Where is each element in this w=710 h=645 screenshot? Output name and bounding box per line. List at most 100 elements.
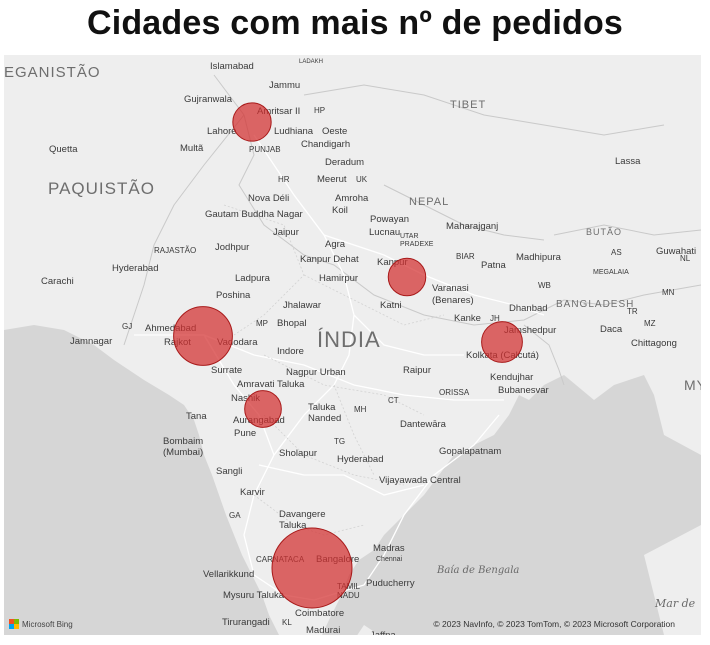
city-label: (Mumbai) [163, 447, 203, 458]
sea-labels: Baía de Bengala Mar de [436, 565, 696, 610]
city-label: Vellarikkund [203, 569, 254, 580]
city-label: Indore [277, 346, 304, 357]
city-label: Hyderabad [337, 454, 383, 465]
city-label: MZ [644, 319, 656, 328]
city-label: Powayan [370, 214, 409, 225]
borders [123, 74, 701, 386]
city-label: MN [662, 288, 675, 297]
city-label: Nagpur Urban [286, 367, 346, 378]
city-label: Bhopal [277, 318, 307, 329]
city-label: Jhalawar [283, 300, 321, 311]
city-label: Lahore [207, 126, 237, 137]
city-label: Katni [380, 300, 402, 311]
city-label: TG [334, 437, 345, 446]
city-label: RAJASTÃO [154, 246, 196, 255]
city-label: UK [356, 175, 368, 184]
city-label: HR [278, 175, 290, 184]
city-label: Amravati Taluka [237, 379, 305, 390]
city-label: Dantewāra [400, 419, 447, 430]
city-label: Koil [332, 205, 348, 216]
country-labels: EGANISTÃO PAQUISTÃO ÍNDIA NEPAL TIBET BU… [4, 64, 701, 393]
city-label: Hyderabad [112, 263, 158, 274]
city-label: Ahmedabad [145, 323, 196, 334]
city-label: Tirurangadi [222, 617, 270, 628]
map[interactable]: EGANISTÃO PAQUISTÃO ÍNDIA NEPAL TIBET BU… [4, 55, 701, 635]
city-label: Gopalapatnam [439, 446, 501, 457]
city-label: Chittagong [631, 338, 677, 349]
city-label: KL [282, 618, 292, 627]
country-label: EGANISTÃO [4, 64, 101, 81]
city-label: Multã [180, 143, 204, 154]
bubble-bangalore[interactable] [271, 527, 353, 609]
sea-label: Baía de Bengala [436, 565, 519, 576]
city-label: Gujranwala [184, 94, 233, 105]
city-label: Surrate [211, 365, 242, 376]
bing-logo: Microsoft Bing [9, 619, 73, 629]
city-label: Raipur [403, 365, 431, 376]
country-label: PAQUISTÃO [48, 179, 155, 198]
land-east [644, 525, 701, 635]
city-label: Amroha [335, 193, 369, 204]
city-label: Puducherry [366, 578, 415, 589]
bubble-kolkata[interactable] [481, 321, 523, 363]
city-label: Maharajganj [446, 221, 498, 232]
city-label: Kendujhar [490, 372, 533, 383]
city-label: Patna [481, 260, 507, 271]
city-label: Madhipura [516, 252, 562, 263]
city-label: PUNJAB [249, 145, 281, 154]
map-canvas: EGANISTÃO PAQUISTÃO ÍNDIA NEPAL TIBET BU… [4, 55, 701, 635]
city-label: Bombaim [163, 436, 203, 447]
country-label: BANGLADESH [556, 299, 634, 310]
city-label: Amritsar II [257, 106, 300, 117]
city-label: Vadodara [217, 337, 258, 348]
land-south [357, 625, 376, 635]
country-label: BUTÃO [586, 227, 622, 237]
city-label: JH [490, 314, 500, 323]
country-label: TIBET [450, 99, 486, 111]
city-label: Ladpura [235, 273, 271, 284]
bubble-aurangabad[interactable] [244, 390, 282, 428]
bubble-ahmedabad[interactable] [173, 306, 233, 366]
city-label: Varanasi [432, 283, 469, 294]
map-attribution: © 2023 NavInfo, © 2023 TomTom, © 2023 Mi… [433, 619, 675, 629]
bubble-layer [173, 102, 523, 609]
city-label: NL [680, 254, 691, 263]
city-label: Dhanbad [509, 303, 548, 314]
city-label: Sholapur [279, 448, 317, 459]
city-label: Kanpur [377, 257, 408, 268]
country-label: MY [684, 377, 701, 393]
city-label: Jamnagar [70, 336, 112, 347]
city-label: NADU [337, 591, 360, 600]
chart-title: Cidades com mais nº de pedidos [86, 4, 624, 42]
country-label: ÍNDIA [317, 327, 381, 352]
bubble-kanpur[interactable] [387, 257, 427, 297]
city-label: Pune [234, 428, 256, 439]
city-label: Jaffna [370, 630, 396, 635]
city-label: Taluka [279, 520, 307, 531]
city-label: TAMIL [337, 582, 361, 591]
city-label: CT [388, 396, 399, 405]
city-label: Davangere [279, 509, 325, 520]
city-label: Sangli [216, 466, 242, 477]
city-label: WB [538, 281, 551, 290]
city-label: Madras [373, 543, 405, 554]
city-label: TR [627, 307, 638, 316]
bubble-amritsar[interactable] [232, 102, 272, 142]
city-label: Lucnau [369, 227, 400, 238]
city-label: Oeste [322, 126, 347, 137]
city-label: Ludhiana [274, 126, 314, 137]
city-label: Deradum [325, 157, 364, 168]
city-label: PRADEXE [400, 241, 434, 248]
city-label: Quetta [49, 144, 78, 155]
city-label: Jamshedpur [504, 325, 556, 336]
city-label: Kanpur Dehat [300, 254, 359, 265]
city-label: MEGALAIA [593, 269, 629, 276]
city-label: Islamabad [210, 61, 254, 72]
city-label: Chennai [376, 556, 403, 563]
city-label: Meerut [317, 174, 347, 185]
city-label: Jammu [269, 80, 300, 91]
city-label: Gautam Buddha Nagar [205, 209, 303, 220]
city-label: Vijayawada Central [379, 475, 461, 486]
city-label: Karvir [240, 487, 265, 498]
city-label: Mysuru Taluka [223, 590, 285, 601]
